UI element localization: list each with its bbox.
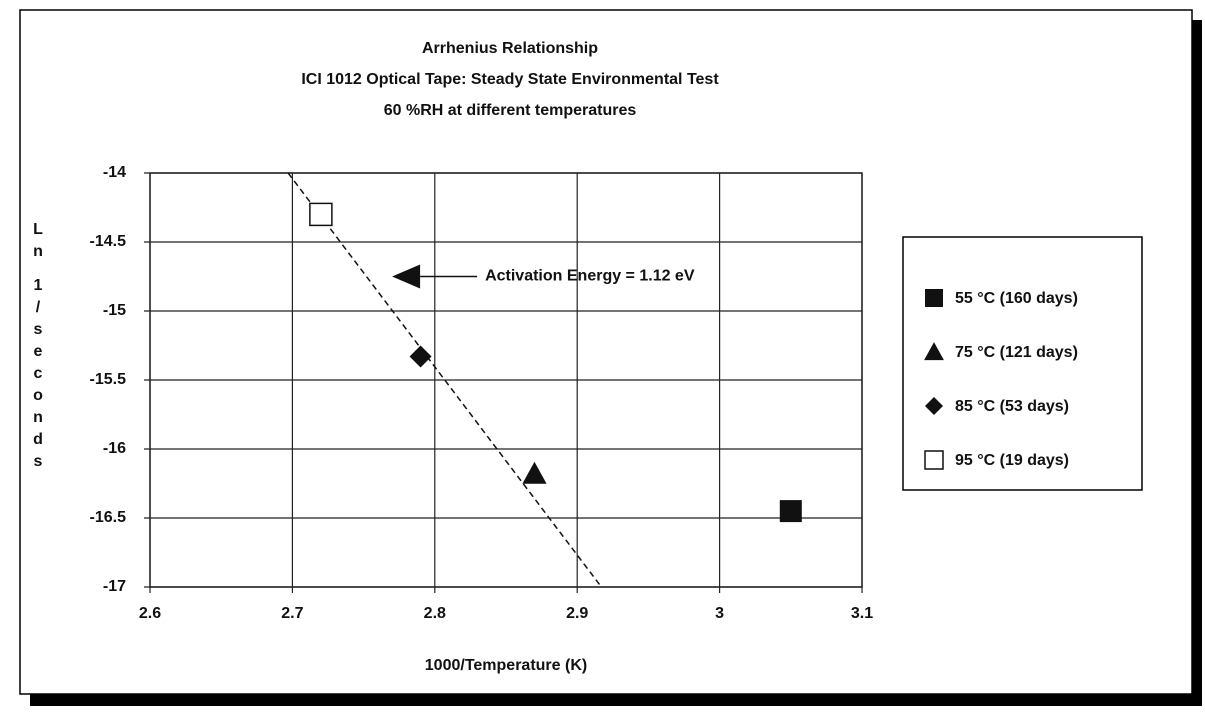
x-tick-label: 3: [715, 605, 724, 622]
marker: [925, 289, 943, 307]
marker: [779, 500, 802, 523]
legend-label: 75 °C (121 days): [955, 344, 1078, 361]
annotation-arrow: [392, 264, 421, 289]
marker: [925, 397, 943, 415]
marker: [924, 342, 944, 361]
legend-label: 55 °C (160 days): [955, 290, 1078, 307]
marker: [309, 202, 333, 227]
x-tick-label: 2.7: [281, 605, 303, 622]
chart-subtitle: 60 %RH at different temperatures: [384, 102, 637, 119]
y-tick-label: -16.5: [90, 509, 127, 526]
chart-subtitle: ICI 1012 Optical Tape: Steady State Envi…: [301, 71, 719, 88]
y-tick-label: -17: [103, 578, 126, 595]
chart-title: Arrhenius Relationship: [422, 40, 598, 57]
y-tick-label: -14.5: [90, 233, 127, 250]
y-tick-label: -15.5: [90, 371, 127, 388]
x-tick-label: 2.8: [424, 605, 446, 622]
legend-box: [902, 236, 1143, 491]
legend-label: 95 °C (19 days): [955, 452, 1069, 469]
plot-border: [149, 172, 863, 588]
y-tick-label: -14: [103, 164, 126, 181]
y-tick-label: -15: [103, 302, 126, 319]
trend-line: [287, 172, 603, 588]
x-axis-label: 1000/Temperature (K): [425, 657, 587, 674]
x-tick-label: 3.1: [851, 605, 873, 622]
marker: [522, 461, 547, 484]
x-tick-label: 2.6: [139, 605, 161, 622]
marker: [409, 345, 432, 368]
y-tick-label: -16: [103, 440, 126, 457]
x-tick-label: 2.9: [566, 605, 588, 622]
annotation: Activation Energy = 1.12 eV: [485, 268, 695, 285]
marker: [924, 450, 944, 470]
legend-label: 85 °C (53 days): [955, 398, 1069, 415]
